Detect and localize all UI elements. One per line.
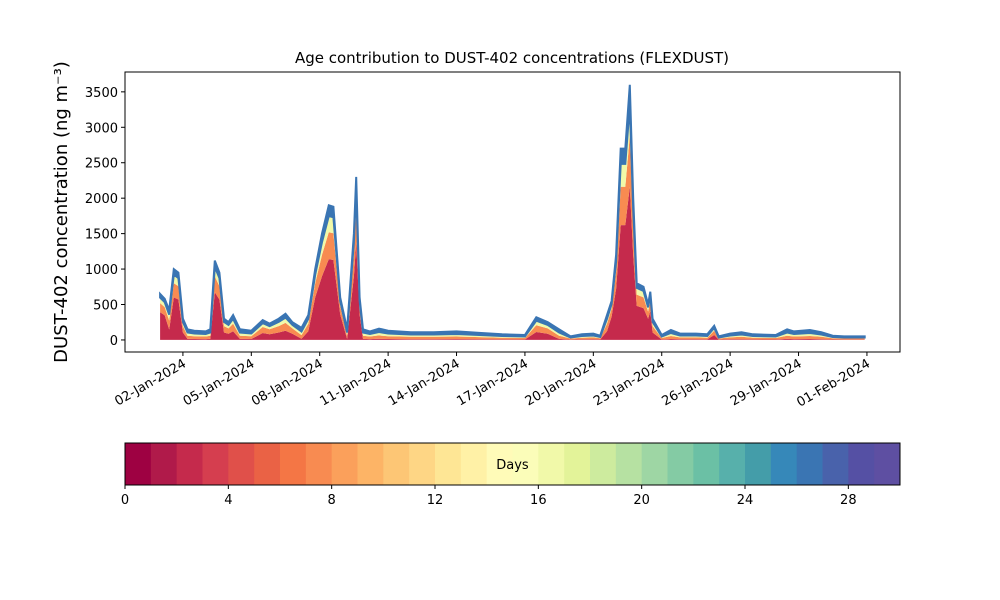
colorbar-swatch xyxy=(667,443,694,485)
colorbar-swatch xyxy=(409,443,436,485)
x-tick-label: 14-Jan-2024 xyxy=(386,356,463,409)
y-tick-label: 3500 xyxy=(85,86,118,101)
y-tick-label: 500 xyxy=(93,299,118,314)
colorbar-tick-label: 28 xyxy=(840,493,857,508)
x-tick-label: 23-Jan-2024 xyxy=(591,356,668,409)
colorbar-swatch xyxy=(590,443,617,485)
colorbar-swatch xyxy=(693,443,720,485)
x-tick-label: 11-Jan-2024 xyxy=(318,356,395,409)
plot-frame xyxy=(124,71,901,353)
y-tick-label: 3000 xyxy=(85,121,118,136)
area xyxy=(160,135,865,340)
colorbar-swatch xyxy=(512,443,539,485)
colorbar-swatch xyxy=(176,443,203,485)
x-tick-label: 08-Jan-2024 xyxy=(249,356,326,409)
colorbar-tick-label: 20 xyxy=(633,493,650,508)
colorbar-swatch xyxy=(357,443,384,485)
colorbar-swatch xyxy=(641,443,668,485)
colorbar-tick-label: 0 xyxy=(121,493,129,508)
colorbar-swatch xyxy=(822,443,849,485)
area xyxy=(160,105,865,339)
colorbar-tick-label: 24 xyxy=(737,493,754,508)
colorbar-swatch xyxy=(435,443,462,485)
colorbar-label: Days xyxy=(496,458,529,473)
area xyxy=(160,186,865,340)
colorbar-swatch xyxy=(745,443,772,485)
x-tick-label: 02-Jan-2024 xyxy=(112,356,189,409)
x-tick-label: 20-Jan-2024 xyxy=(523,356,600,409)
colorbar-swatch xyxy=(228,443,255,485)
colorbar-swatch xyxy=(848,443,875,485)
colorbar-tick-label: 16 xyxy=(530,493,547,508)
colorbar-swatch xyxy=(486,443,513,485)
x-tick-label: 05-Jan-2024 xyxy=(181,356,258,409)
y-tick-label: 0 xyxy=(110,334,118,349)
colorbar-swatch xyxy=(719,443,746,485)
y-tick-label: 1500 xyxy=(85,228,118,243)
x-tick-label: 26-Jan-2024 xyxy=(660,356,737,409)
colorbar-tick-label: 8 xyxy=(328,493,336,508)
colorbar-swatch xyxy=(770,443,798,485)
colorbar-swatch xyxy=(460,443,488,485)
colorbar-swatch xyxy=(615,443,643,485)
colorbar-swatch xyxy=(383,443,410,485)
colorbar-swatch xyxy=(202,443,229,485)
y-tick-label: 2500 xyxy=(85,157,118,172)
x-tick-label: 29-Jan-2024 xyxy=(728,356,805,409)
x-tick-label: 17-Jan-2024 xyxy=(454,356,531,409)
area xyxy=(159,84,866,339)
y-axis-label: DUST-402 concentration (ng m⁻³) xyxy=(51,61,72,363)
y-tick-label: 1000 xyxy=(85,263,118,278)
colorbar-tick-label: 12 xyxy=(427,493,444,508)
colorbar-swatch xyxy=(150,443,178,485)
colorbar-swatch xyxy=(874,443,901,485)
colorbar-swatch xyxy=(331,443,358,485)
chart-title: Age contribution to DUST-402 concentrati… xyxy=(295,49,729,67)
colorbar-swatch xyxy=(125,443,152,485)
colorbar-swatch xyxy=(564,443,591,485)
x-tick-label: 01-Feb-2024 xyxy=(794,356,873,410)
colorbar-swatch xyxy=(538,443,565,485)
colorbar-swatch xyxy=(305,443,333,485)
colorbar-tick-label: 4 xyxy=(224,493,232,508)
colorbar-swatch xyxy=(796,443,823,485)
colorbar-frame xyxy=(124,442,901,486)
colorbar-swatch xyxy=(254,443,281,485)
colorbar-swatch xyxy=(280,443,307,485)
y-tick-label: 2000 xyxy=(85,192,118,207)
